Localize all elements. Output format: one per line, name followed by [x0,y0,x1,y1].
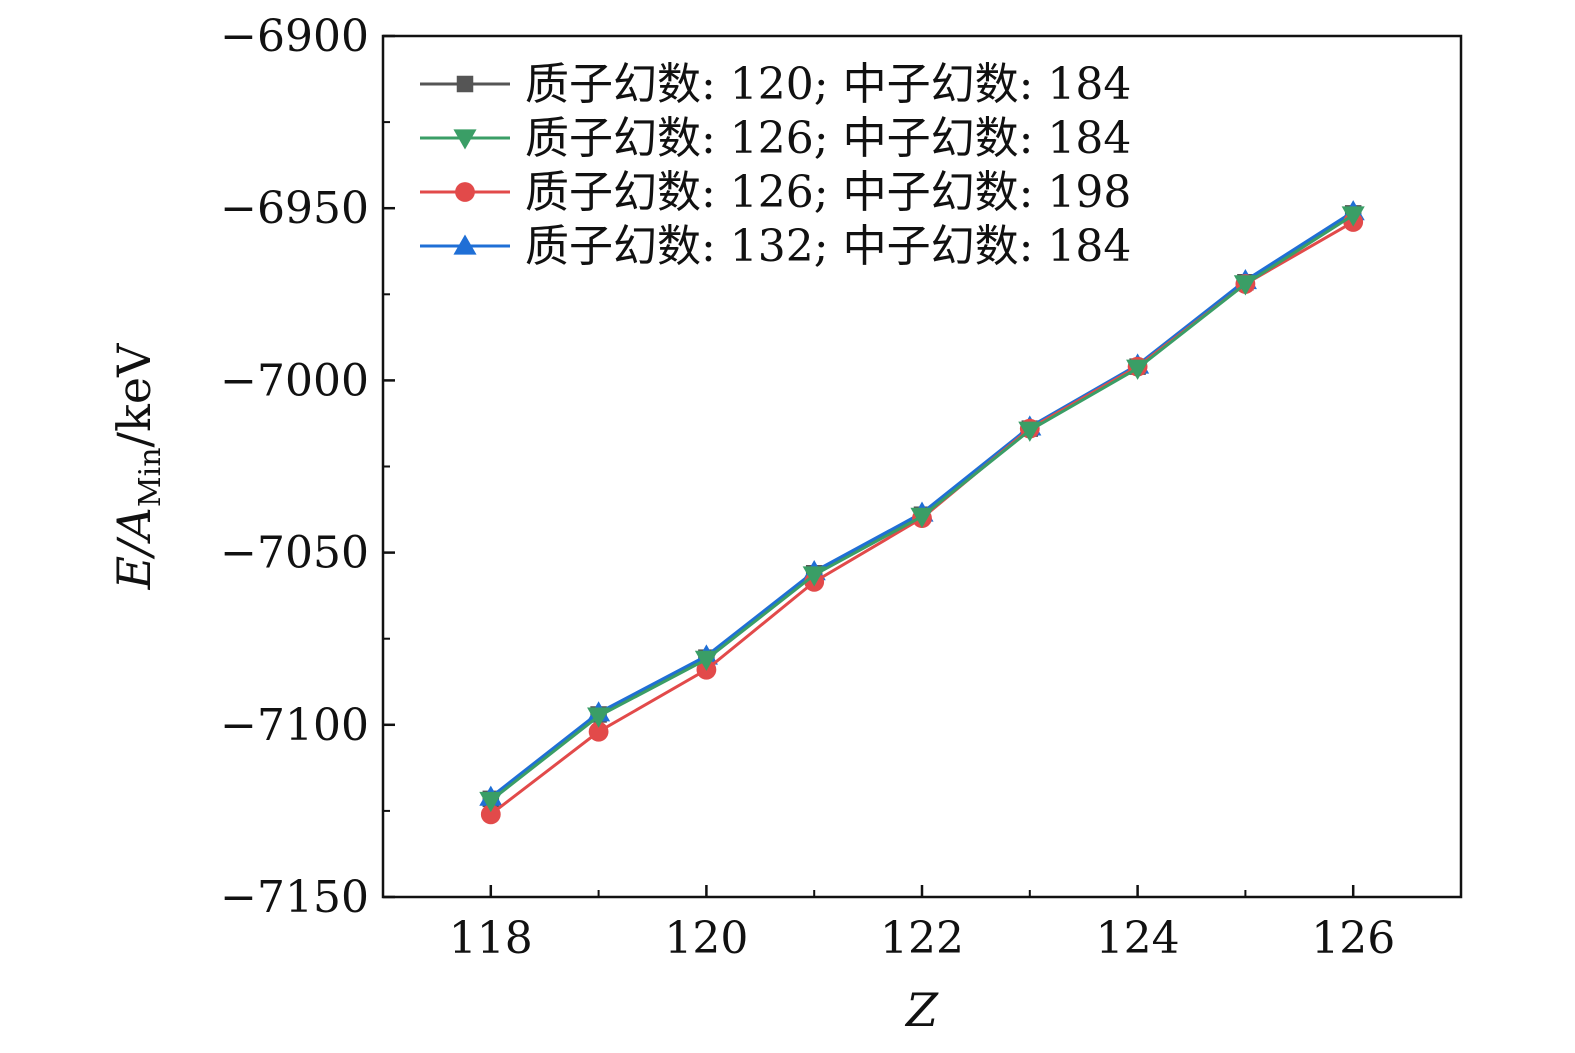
marker-triangle-down [479,791,503,813]
x-axis-title: Z [904,983,939,1037]
legend-item: 质子幻数: 126; 中子幻数: 184 [420,113,1131,164]
legend-label: 质子幻数: 126; 中子幻数: 198 [525,167,1131,218]
series-triangle-up [479,200,1365,806]
y-tick-label: −6950 [220,183,369,234]
legend-label: 质子幻数: 126; 中子幻数: 184 [525,113,1131,164]
series-triangle-down [479,206,1365,813]
y-axis-title-prefix: E/ [107,536,161,591]
legend-item: 质子幻数: 126; 中子幻数: 198 [420,167,1131,218]
legend-item: 质子幻数: 132; 中子幻数: 184 [420,221,1131,272]
x-axis: 118 120 122 124 126 [382,885,1462,964]
y-axis-title: E/AMin/keV [107,343,168,591]
marker-triangle-down [694,650,718,671]
plot-area: −6900 −6950 −7000 −7050 −7100 −7150 118 120 122… [220,11,1463,964]
legend-label: 质子幻数: 132; 中子幻数: 184 [525,221,1131,272]
legend-item: 质子幻数: 120; 中子幻数: 184 [420,59,1131,110]
marker-triangle-down [453,129,477,150]
marker-triangle-down [1341,206,1365,227]
series-layer [479,200,1365,825]
marker-circle [455,182,475,202]
x-tick-label: 126 [1311,913,1395,964]
y-tick-label: −7150 [220,872,369,923]
marker-circle [480,804,501,825]
x-tick-label: 120 [664,913,748,964]
y-tick-label: −7000 [220,355,369,406]
marker-triangle-down [910,507,934,528]
y-tick-label: −7100 [220,700,369,751]
y-axis-title-subscript: Min [133,447,168,507]
marker-square [456,75,474,93]
marker-triangle-down [1233,275,1257,296]
marker-circle [588,721,609,742]
marker-triangle-down [802,566,826,587]
y-tick-label: −7050 [220,528,369,579]
x-tick-label: 118 [449,913,533,964]
y-axis: −6900 −6950 −7000 −7050 −7100 −7150 [220,11,395,923]
y-tick-label: −6900 [220,11,369,62]
x-tick-label: 124 [1096,913,1180,964]
plot-frame [381,34,1463,899]
y-axis-title-main: A [107,507,161,544]
marker-triangle-down [1126,359,1150,380]
marker-triangle-up [453,234,477,255]
marker-triangle-down [587,707,611,728]
legend-label: 质子幻数: 120; 中子幻数: 184 [525,59,1131,110]
x-tick-label: 122 [880,913,964,964]
marker-triangle-down [1018,421,1042,442]
y-axis-title-suffix: /keV [107,343,161,448]
